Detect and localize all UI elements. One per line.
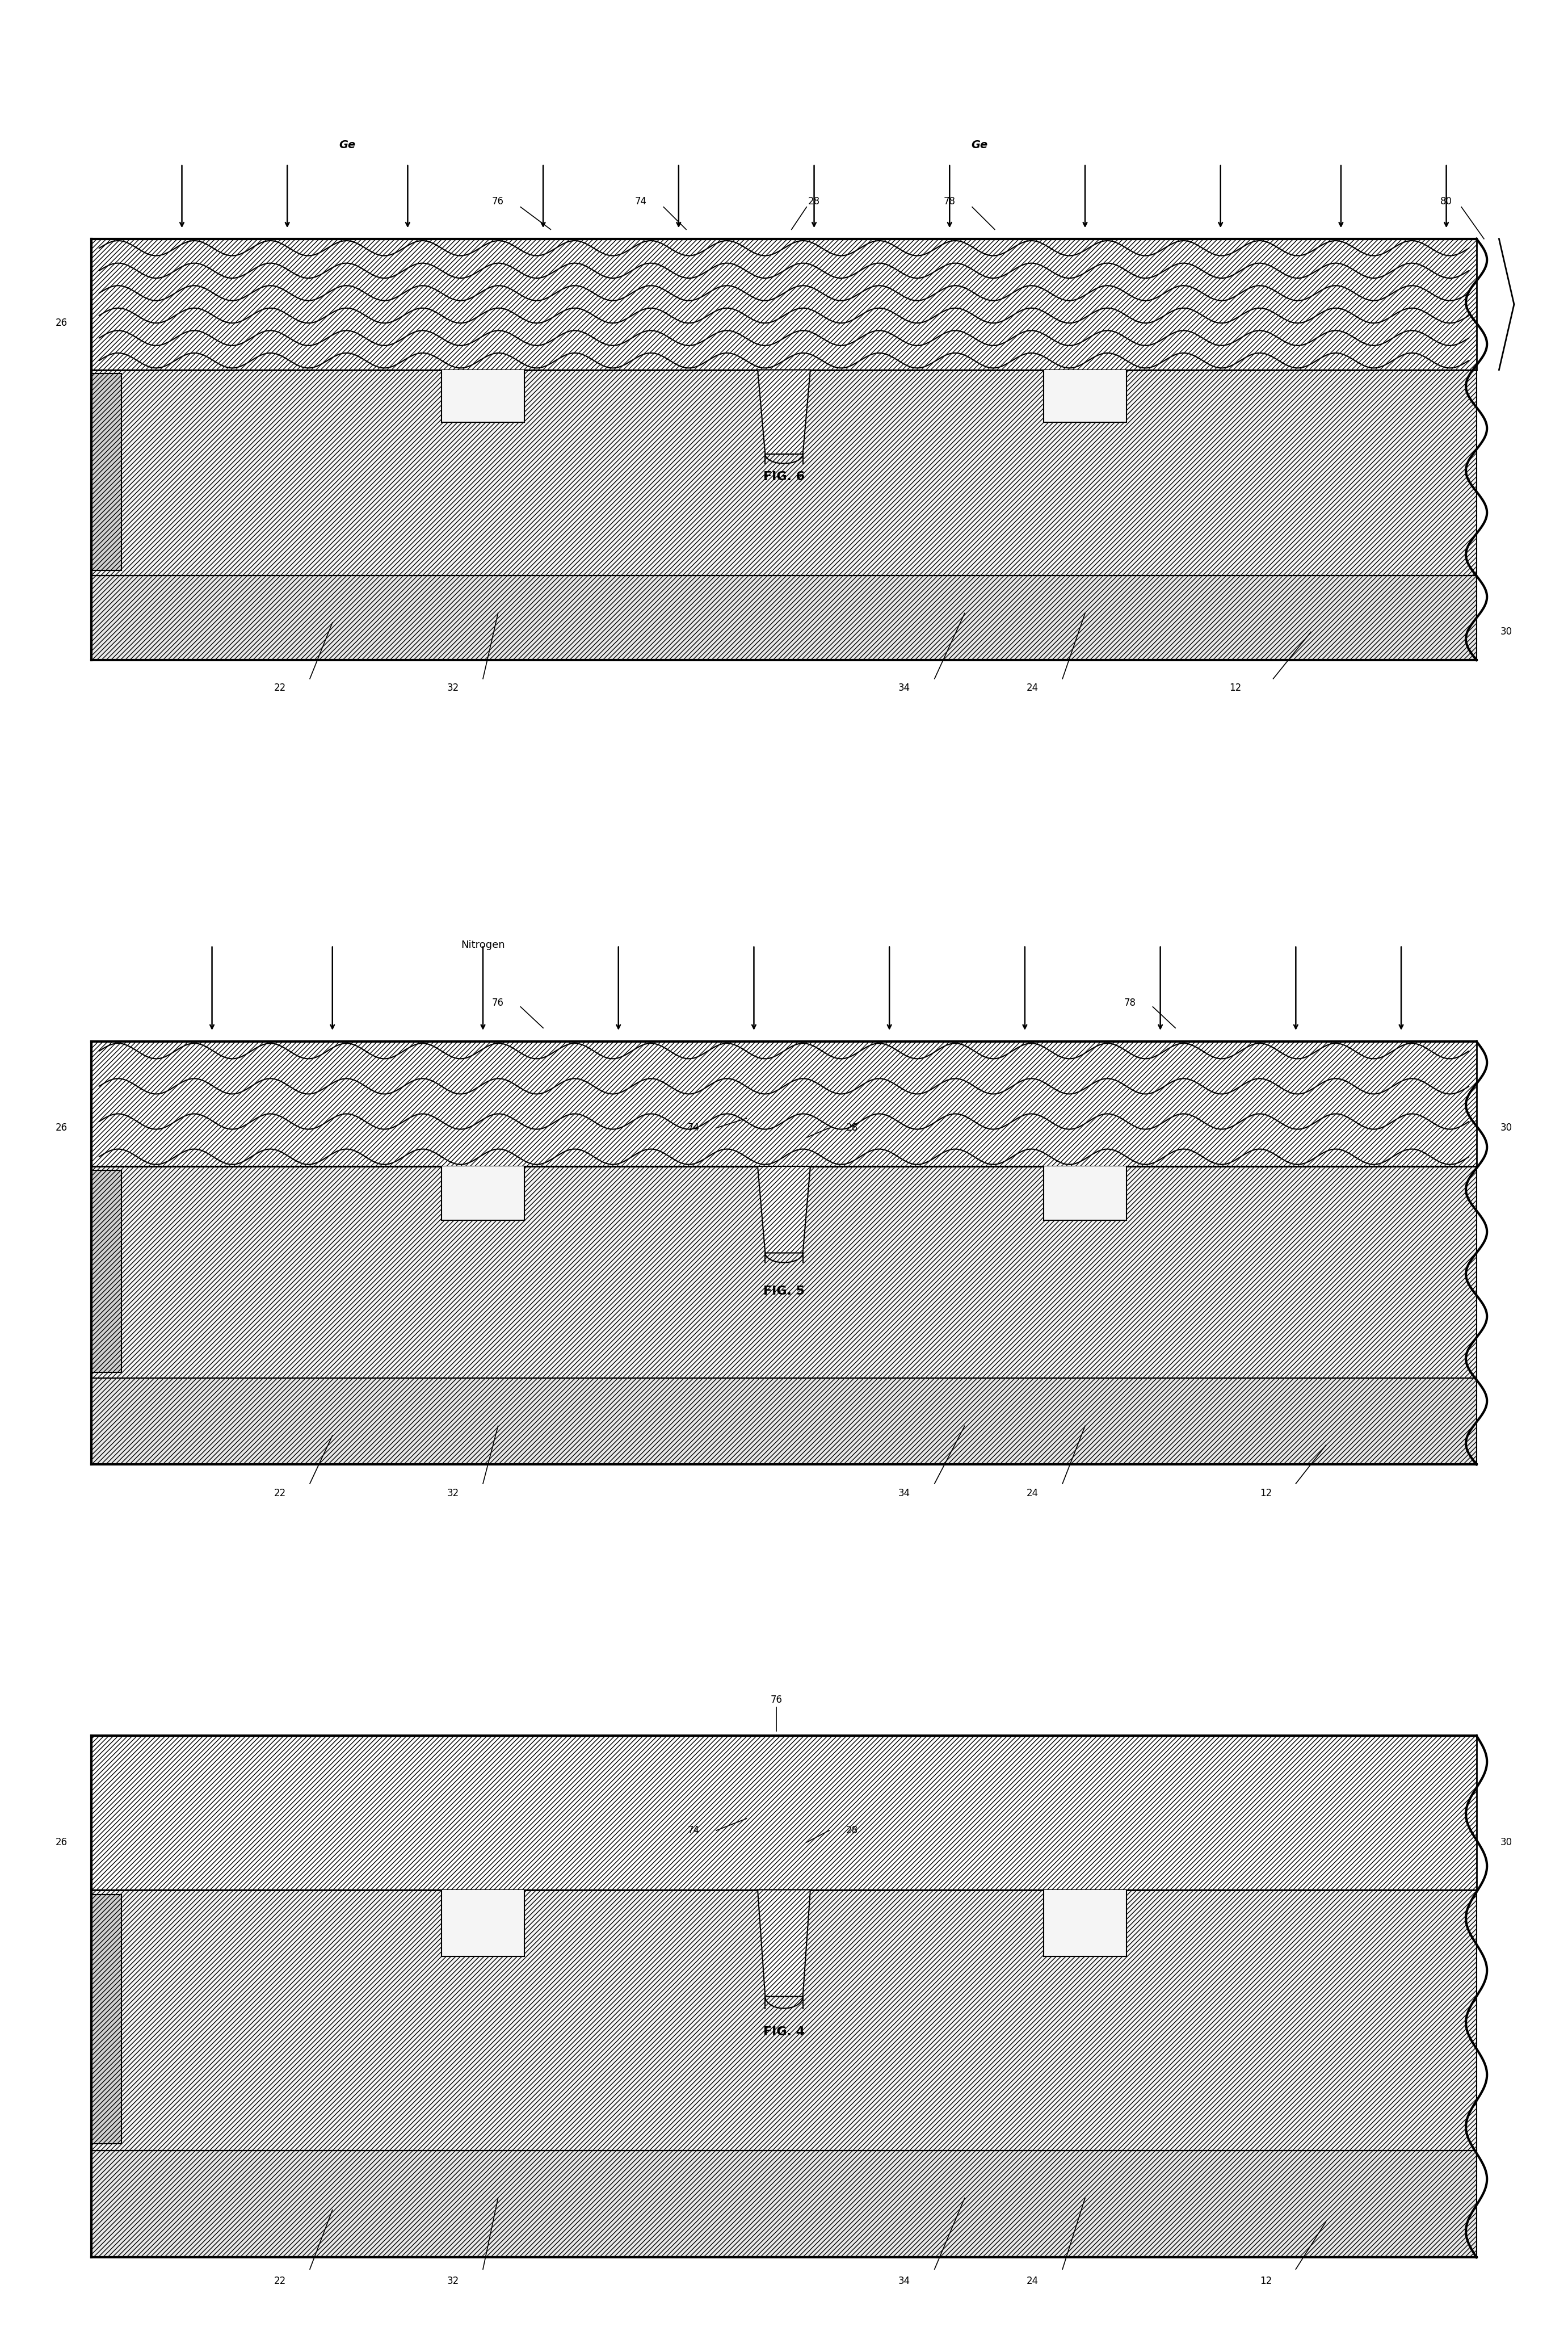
Text: 12: 12	[1259, 1489, 1272, 1498]
Bar	[442, 1167, 524, 1221]
Text: 26: 26	[55, 1122, 67, 1134]
Text: 22: 22	[274, 682, 285, 694]
Text: 32: 32	[447, 2277, 459, 2286]
Bar	[91, 1042, 1477, 1167]
Text: 22: 22	[274, 1489, 285, 1498]
Bar	[442, 1889, 524, 1957]
Bar	[91, 1167, 1477, 1378]
Text: 28: 28	[808, 195, 820, 207]
Text: Nitrogen: Nitrogen	[461, 941, 505, 950]
Text: 12: 12	[1259, 2277, 1272, 2286]
Bar	[91, 1171, 122, 1371]
Text: 26: 26	[55, 1837, 67, 1846]
Polygon shape	[757, 369, 811, 454]
Text: 76: 76	[492, 997, 503, 1009]
Text: 76: 76	[492, 195, 503, 207]
Text: 34: 34	[898, 1489, 911, 1498]
Bar	[91, 2150, 1477, 2258]
Text: 30: 30	[1501, 1122, 1513, 1134]
Text: 74: 74	[635, 195, 648, 207]
Text: 22: 22	[274, 2277, 285, 2286]
Text: 12: 12	[1229, 682, 1242, 694]
Bar	[91, 1889, 1477, 2150]
Text: 74: 74	[688, 1825, 699, 1835]
Text: 24: 24	[1027, 1489, 1038, 1498]
Text: 24: 24	[1027, 2277, 1038, 2286]
Bar	[91, 374, 122, 569]
Text: FIG. 4: FIG. 4	[764, 2027, 804, 2037]
Text: 30: 30	[1501, 628, 1513, 637]
Polygon shape	[757, 1167, 811, 1254]
Bar	[1044, 1167, 1126, 1221]
Text: 76: 76	[770, 1696, 782, 1705]
Bar	[442, 369, 524, 423]
Bar	[91, 1893, 122, 2143]
Text: 32: 32	[447, 682, 459, 694]
Text: 28: 28	[845, 1122, 858, 1134]
Text: 32: 32	[447, 1489, 459, 1498]
Polygon shape	[757, 1889, 811, 1997]
Bar	[91, 1736, 1477, 1889]
Bar	[1044, 1889, 1126, 1957]
Text: 34: 34	[898, 682, 911, 694]
Text: 78: 78	[944, 195, 955, 207]
Text: 28: 28	[845, 1825, 858, 1835]
Bar	[91, 369, 1477, 576]
Text: 26: 26	[55, 318, 67, 329]
Text: 74: 74	[688, 1122, 699, 1134]
Text: 24: 24	[1027, 682, 1038, 694]
Text: 34: 34	[898, 2277, 911, 2286]
Text: 30: 30	[1501, 1837, 1513, 1846]
Text: Ge: Ge	[339, 139, 356, 151]
Bar	[91, 576, 1477, 661]
Bar	[91, 1378, 1477, 1465]
Bar	[91, 240, 1477, 369]
Text: FIG. 5: FIG. 5	[764, 1287, 804, 1296]
Text: Ge: Ge	[972, 139, 988, 151]
Text: 78: 78	[1124, 997, 1137, 1009]
Bar	[1044, 369, 1126, 423]
Text: 80: 80	[1441, 195, 1452, 207]
Text: FIG. 6: FIG. 6	[764, 470, 804, 482]
